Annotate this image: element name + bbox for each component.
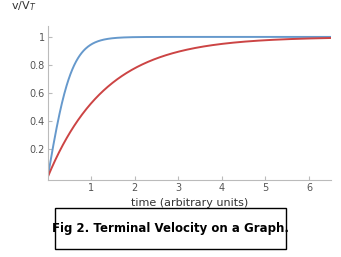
Text: Fig 2. Terminal Velocity on a Graph.: Fig 2. Terminal Velocity on a Graph. (52, 222, 289, 235)
Text: v/V$_T$: v/V$_T$ (11, 0, 36, 13)
X-axis label: time (arbitrary units): time (arbitrary units) (131, 198, 248, 208)
FancyBboxPatch shape (55, 208, 286, 249)
